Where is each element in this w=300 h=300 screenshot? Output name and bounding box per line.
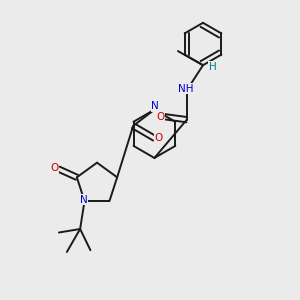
Text: N: N	[80, 194, 88, 205]
Text: O: O	[156, 112, 164, 122]
Text: H: H	[208, 62, 216, 72]
Text: NH: NH	[178, 84, 193, 94]
Text: O: O	[50, 163, 58, 172]
Text: O: O	[155, 133, 163, 143]
Text: N: N	[152, 101, 159, 111]
